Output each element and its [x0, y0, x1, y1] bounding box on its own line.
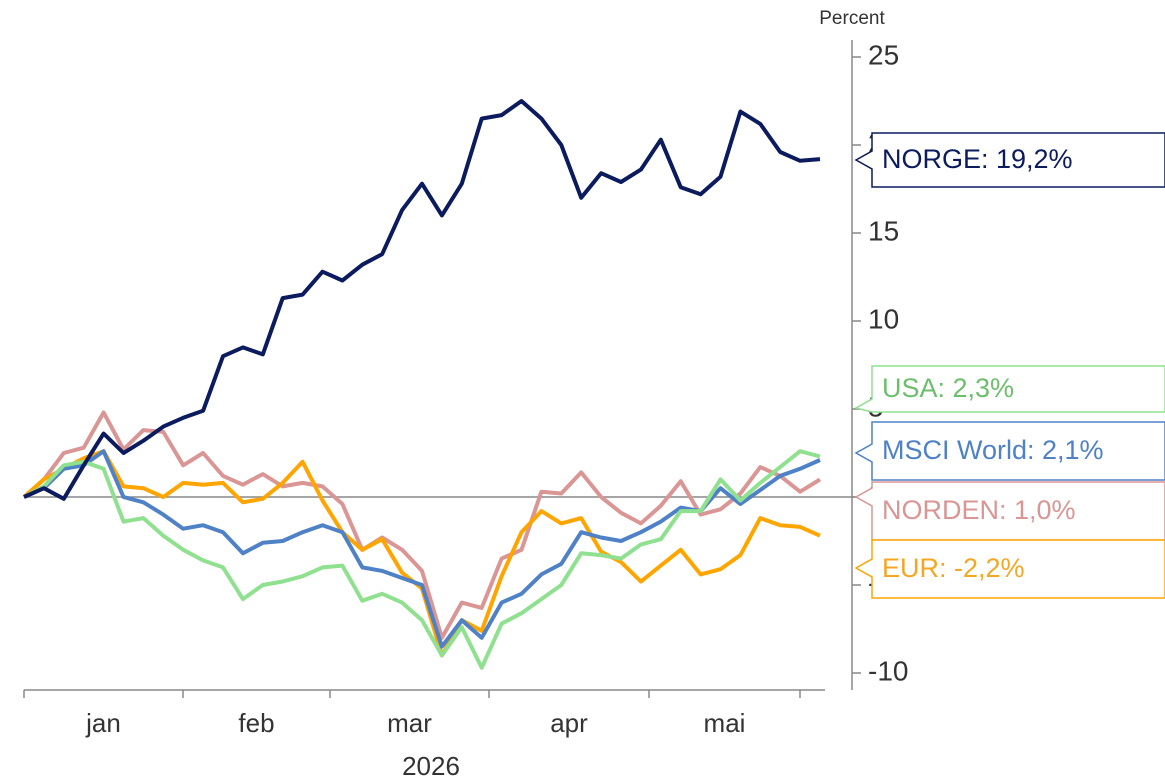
callout-box: [854, 539, 1165, 599]
series-line: [22, 449, 821, 658]
y-tick-label: 25: [868, 39, 899, 70]
callout-box: [854, 421, 1165, 481]
callout-label: NORGE: 19,2%: [882, 144, 1073, 174]
callout-label: NORDEN: 1,0%: [882, 495, 1076, 525]
year-label: 2026: [402, 751, 460, 781]
x-tick-label: jan: [85, 708, 121, 738]
callout-label: MSCI World: 2,1%: [882, 435, 1104, 465]
y-tick-label: -10: [868, 655, 908, 686]
callout-label: USA: 2,3%: [882, 373, 1014, 403]
callout-label: EUR: -2,2%: [882, 553, 1025, 583]
x-tick-label: feb: [238, 708, 274, 738]
y-axis-label: Percent: [819, 8, 885, 29]
callout-box: [854, 481, 1165, 541]
series-line: [22, 410, 822, 640]
x-tick-label: mar: [387, 708, 432, 738]
x-tick-label: apr: [550, 708, 588, 738]
callout-box: [854, 132, 1165, 188]
y-tick-label: 10: [868, 303, 899, 334]
callout-box: [853, 365, 1165, 413]
series-line: [23, 449, 821, 670]
series-line: [23, 99, 821, 501]
series-line: [23, 449, 821, 649]
y-tick-label: 15: [868, 215, 899, 246]
x-tick-label: mai: [704, 708, 746, 738]
